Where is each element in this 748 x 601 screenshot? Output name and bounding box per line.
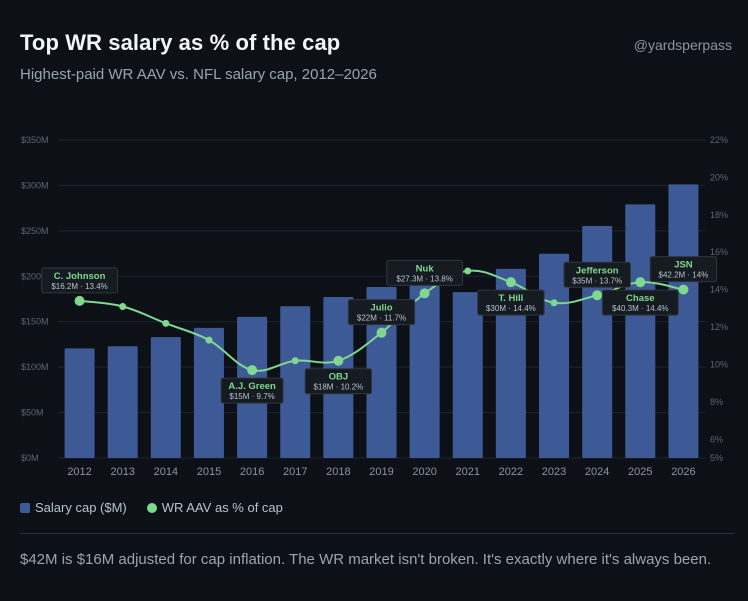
- right-axis-tick-label: 5%: [710, 453, 723, 463]
- wr-pct-point: [505, 277, 516, 288]
- x-axis-tick-label: 2020: [412, 466, 436, 478]
- wr-pct-point: [419, 288, 430, 299]
- wr-pct-point: [333, 355, 344, 366]
- annotation-box: [220, 377, 284, 404]
- annotation-box: [347, 299, 416, 326]
- x-axis-tick-label: 2025: [628, 466, 652, 478]
- wr-pct-point: [162, 319, 170, 327]
- x-axis-tick-label: 2022: [499, 466, 523, 478]
- wr-pct-point: [74, 295, 85, 306]
- salary-cap-bar: [107, 346, 138, 458]
- x-axis-tick-label: 2014: [154, 466, 178, 478]
- left-axis-tick-label: $250M: [21, 226, 49, 236]
- annotation-detail: $42.2M · 14%: [659, 271, 709, 280]
- legend-bar-label: Salary cap ($M): [35, 500, 127, 515]
- x-axis-tick-label: 2023: [542, 466, 566, 478]
- left-axis-tick-label: $100M: [21, 362, 49, 372]
- x-axis-tick-label: 2019: [369, 466, 393, 478]
- annotation-box: [649, 256, 718, 283]
- annotation-player-name: Julio: [370, 303, 392, 314]
- wr-pct-point: [635, 277, 646, 288]
- annotation-detail: $35M · 13.7%: [572, 276, 622, 285]
- annotation-detail: $16.2M · 13.4%: [51, 282, 107, 291]
- right-axis-tick-label: 12%: [710, 322, 728, 332]
- right-axis-tick-label: 14%: [710, 285, 728, 295]
- salary-cap-bar: [582, 225, 613, 458]
- wr-pct-point: [550, 299, 558, 307]
- salary-cap-bar: [366, 287, 397, 458]
- author-handle: @yardsperpass: [633, 37, 732, 53]
- annotation-player-name: A.J. Green: [228, 381, 276, 392]
- annotation-player-name: JSN: [674, 260, 693, 271]
- annotation-detail: $40.3M · 14.4%: [612, 304, 668, 313]
- salary-cap-bar: [150, 337, 181, 458]
- salary-cap-bar: [409, 277, 440, 458]
- annotation-player-name: Nuk: [416, 263, 435, 274]
- right-axis-tick-label: 16%: [710, 247, 728, 257]
- right-axis-tick-label: 22%: [710, 135, 728, 145]
- left-axis-tick-label: $150M: [21, 317, 49, 327]
- annotation-detail: $18M · 10.2%: [313, 383, 363, 392]
- annotation-box: [41, 267, 118, 294]
- annotation-detail: $22M · 11.7%: [357, 314, 406, 323]
- salary-cap-bar: [625, 204, 656, 458]
- wr-pct-point: [376, 327, 387, 338]
- salary-cap-bar: [495, 268, 526, 458]
- wr-pct-point: [464, 267, 472, 275]
- salary-cap-bar: [193, 327, 224, 458]
- wr-pct-point: [247, 365, 258, 376]
- annotation-player-name: T. Hill: [498, 293, 523, 304]
- annotation-detail: $27.3M · 13.8%: [396, 274, 452, 283]
- x-axis-tick-label: 2017: [283, 466, 307, 478]
- wr-pct-point: [205, 336, 213, 344]
- wr-pct-point: [119, 302, 127, 310]
- right-axis-tick-label: 8%: [710, 397, 723, 407]
- x-axis-tick-label: 2024: [585, 466, 609, 478]
- wr-pct-point: [678, 284, 689, 295]
- divider: [20, 533, 734, 534]
- legend-line-swatch: [146, 502, 157, 513]
- annotation-detail: $15M · 9.7%: [229, 392, 274, 401]
- footnote: $42M is $16M adjusted for cap inflation.…: [20, 551, 712, 568]
- annotation-box: [477, 289, 545, 316]
- x-axis-tick-label: 2012: [67, 466, 91, 478]
- salary-cap-bar: [539, 253, 570, 458]
- salary-cap-bar: [668, 184, 699, 458]
- left-axis-tick-label: $350M: [21, 135, 49, 145]
- annotation-detail: $30M · 14.4%: [486, 304, 536, 313]
- right-axis-tick-label: 10%: [710, 359, 728, 369]
- salary-cap-bar: [452, 292, 483, 458]
- x-axis-tick-label: 2018: [326, 466, 350, 478]
- x-axis-tick-label: 2016: [240, 466, 264, 478]
- annotation-box: [601, 289, 679, 316]
- chart-subtitle: Highest-paid WR AAV vs. NFL salary cap, …: [20, 66, 377, 83]
- x-axis-tick-label: 2021: [456, 466, 480, 478]
- left-axis-tick-label: $0M: [21, 453, 39, 463]
- x-axis-tick-label: 2026: [671, 466, 695, 478]
- salary-cap-bar: [280, 306, 311, 458]
- left-axis-tick-label: $50M: [21, 408, 44, 418]
- chart-legend: Salary cap ($M) WR AAV as % of cap: [20, 500, 283, 515]
- left-axis-tick-label: $300M: [21, 180, 49, 190]
- wr-pct-point: [291, 357, 299, 365]
- legend-bar-swatch: [20, 502, 30, 513]
- right-axis-tick-label: 18%: [710, 210, 728, 220]
- annotation-box: [563, 261, 631, 288]
- chart-title: Top WR salary as % of the cap: [20, 30, 341, 55]
- right-axis-tick-label: 20%: [710, 172, 728, 182]
- annotation-player-name: OBJ: [329, 372, 349, 383]
- legend-line-label: WR AAV as % of cap: [161, 500, 283, 515]
- annotation-player-name: C. Johnson: [54, 271, 106, 282]
- annotation-player-name: Chase: [626, 293, 655, 304]
- annotation-player-name: Jefferson: [576, 265, 619, 276]
- salary-cap-bar: [64, 348, 95, 458]
- left-axis-tick-label: $200M: [21, 271, 49, 281]
- combo-chart: $0M $50M $100M $150M $200M $250M $300M $350M 5% 6…: [21, 135, 728, 478]
- x-axis-tick-label: 2015: [197, 466, 221, 478]
- annotation-box: [304, 368, 373, 395]
- right-axis-tick-label: 6%: [710, 434, 723, 444]
- annotation-box: [386, 259, 464, 286]
- wr-pct-point: [592, 290, 603, 301]
- x-axis-tick-label: 2013: [110, 466, 134, 478]
